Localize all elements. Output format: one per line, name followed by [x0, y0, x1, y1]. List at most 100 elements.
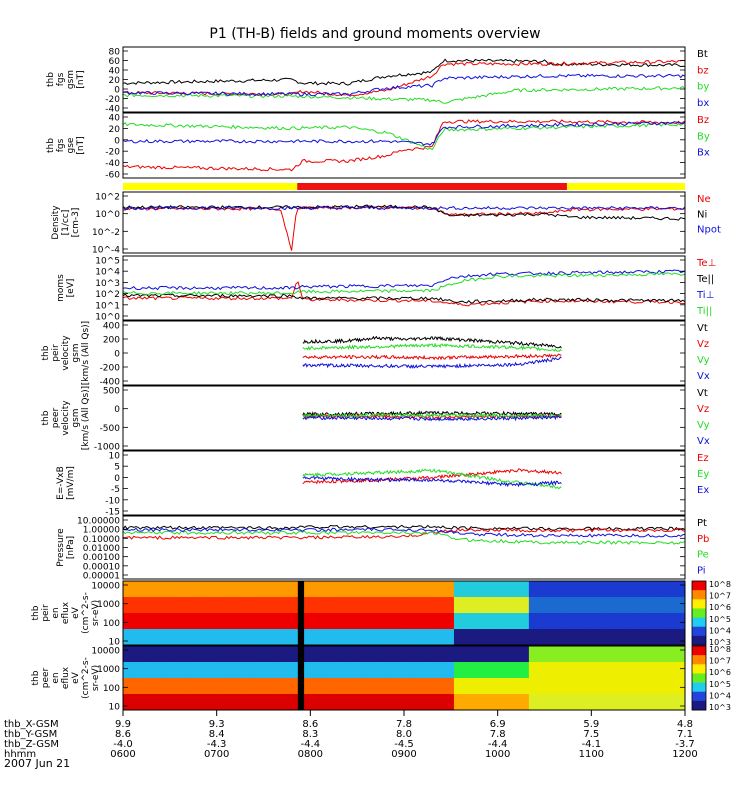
spectrogram-cell	[160, 662, 168, 679]
spectrogram-cell	[247, 581, 255, 598]
spectrogram-cell	[297, 629, 305, 646]
spectrogram-cell	[235, 678, 243, 695]
spectrogram-cell	[485, 646, 492, 663]
spectrogram-cell	[478, 678, 486, 695]
spectrogram-cell	[197, 613, 205, 630]
y-tick-label: -20	[105, 148, 120, 158]
spectrogram-cell	[347, 629, 355, 646]
spectrogram-cell	[497, 646, 505, 663]
spectrogram-cell	[347, 613, 355, 630]
spectrogram-cell	[154, 694, 161, 711]
series-line-p8-blue	[122, 527, 686, 538]
y-tick-label: 1.00000	[83, 526, 120, 536]
spectrogram-cell	[241, 678, 249, 695]
spectrogram-cell	[135, 613, 143, 630]
spectrogram-cell	[447, 629, 455, 646]
spectrogram-cell	[310, 662, 318, 679]
spectrogram-cell	[578, 662, 586, 679]
flag-yellow-right	[566, 183, 685, 190]
y-tick-label: 10^2	[95, 290, 120, 300]
x-tick-label: 4.8	[677, 719, 693, 730]
spectrogram-cell	[585, 646, 592, 663]
spectrogram-cell	[541, 646, 549, 663]
y-tick-label: 10^3	[95, 279, 120, 289]
spectrogram-cell	[379, 646, 386, 663]
spectrogram-cell	[247, 662, 255, 679]
spectrogram-cell	[266, 678, 274, 695]
x-tick-label: -4.4	[488, 739, 508, 750]
y-tick-label: 20	[109, 76, 121, 86]
spectrogram-cell	[247, 597, 255, 614]
spectrogram-cell	[541, 581, 549, 598]
spectrogram-cell	[460, 646, 467, 663]
y-tick-label: 60	[109, 57, 121, 67]
spectrogram-cell	[547, 581, 555, 598]
y-axis-label: gse	[66, 137, 76, 153]
spectrogram-cell	[397, 694, 405, 711]
spectrogram-cell	[404, 613, 411, 630]
spectrogram-cell	[141, 678, 149, 695]
spectrogram-cell	[547, 694, 555, 711]
y-tick-label: 0	[114, 86, 120, 96]
spectrogram-cell	[435, 678, 442, 695]
colorbar-segment	[692, 673, 706, 684]
spectrogram-cell	[672, 694, 680, 711]
spectrogram-cell	[341, 678, 349, 695]
spectrogram-cell	[291, 581, 299, 598]
x-tick-label: -3.7	[675, 739, 695, 750]
spectrogram-cell	[160, 629, 168, 646]
panel-frame	[122, 580, 686, 646]
spectrogram-cell	[179, 694, 186, 711]
spectrogram-cell	[310, 629, 318, 646]
spectrogram-cell	[578, 613, 586, 630]
spectrogram-cell	[453, 678, 461, 695]
colorbar-tick-label: 10^4	[709, 626, 731, 635]
spectrogram-cell	[591, 662, 599, 679]
series-line-p4-green	[122, 272, 686, 296]
legend-Vt: Vt	[697, 388, 708, 399]
spectrogram-cell	[460, 694, 467, 711]
x-row-label: hhmm	[4, 749, 36, 760]
spectrogram-cell	[222, 597, 230, 614]
spectrogram-cell	[185, 662, 193, 679]
spectrogram-cell	[516, 597, 524, 614]
spectrogram-cell	[510, 646, 517, 663]
spectrogram-cell	[366, 613, 374, 630]
legend-Vz: Vz	[697, 404, 709, 415]
spectrogram-cell	[491, 597, 499, 614]
spectrogram-cell	[591, 597, 599, 614]
panel-frame	[122, 450, 686, 516]
spectrogram-cell	[347, 678, 355, 695]
spectrogram-cell	[347, 646, 355, 663]
series-line-p1-green	[122, 85, 686, 104]
spectrogram-cell	[266, 629, 274, 646]
spectrogram-cell	[647, 629, 655, 646]
spectrogram-cell	[147, 581, 155, 598]
spectrogram-cell	[528, 629, 536, 646]
y-axis-label: [eV]	[66, 279, 76, 298]
spectrogram-cell	[272, 597, 280, 614]
spectrogram-cell	[616, 581, 624, 598]
spectrogram-cell	[566, 629, 574, 646]
spectrogram-cell	[191, 646, 199, 663]
spectrogram-cell	[229, 629, 236, 646]
spectrogram-cell	[528, 613, 536, 630]
spectrogram-cell	[585, 694, 592, 711]
spectrogram-cell	[160, 613, 168, 630]
legend-Ez: Ez	[697, 453, 709, 464]
spectrogram-cell	[254, 694, 261, 711]
spectrogram-cell	[591, 678, 599, 695]
spectrogram-cell	[335, 581, 343, 598]
spectrogram-cell	[560, 646, 567, 663]
y-axis-label: eV	[71, 671, 81, 684]
spectrogram-cell	[672, 581, 680, 598]
spectrogram-cell	[129, 597, 136, 614]
spectrogram-cell	[391, 581, 399, 598]
flag-yellow-left	[123, 183, 298, 190]
spectrogram-cell	[123, 597, 130, 614]
spectrogram-cell	[466, 646, 474, 663]
spectrogram-cell	[347, 662, 355, 679]
spectrogram-cell	[516, 613, 524, 630]
spectrogram-cell	[335, 694, 343, 711]
